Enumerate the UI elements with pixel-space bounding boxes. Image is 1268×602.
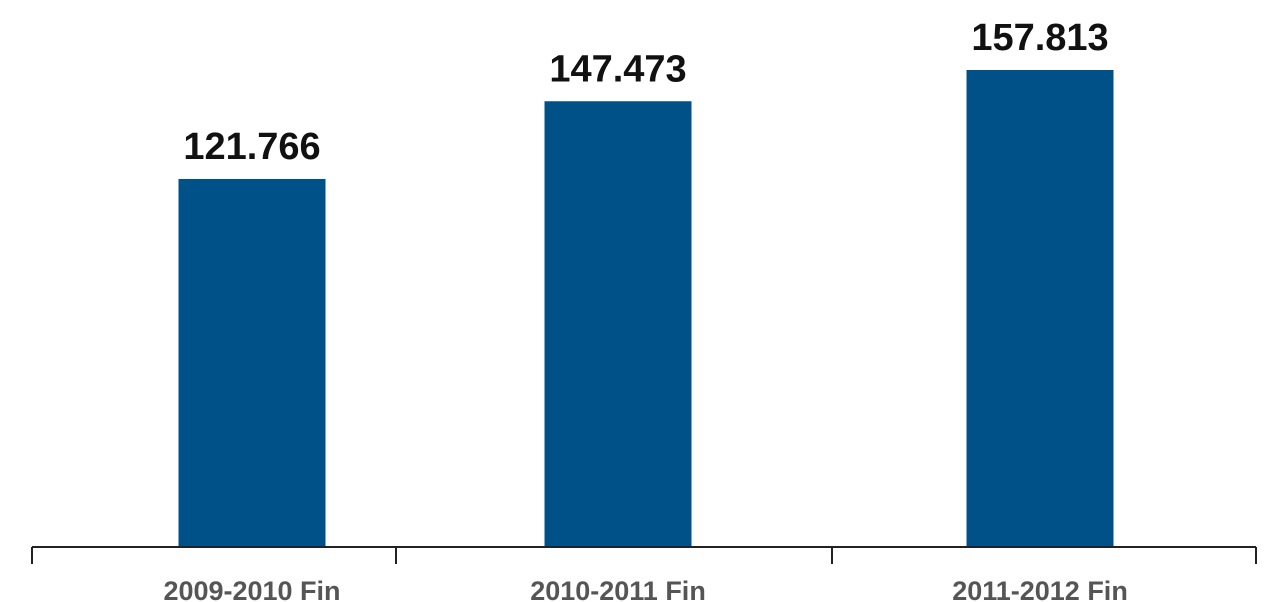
x-tick-label-2: 2010-2011 Fin: [530, 576, 706, 602]
x-tick-label-1: 2009-2010 Fin: [163, 576, 340, 602]
bar-3: [966, 70, 1114, 547]
bars-layer: [178, 70, 1114, 547]
bar-value-label-3: 157.813: [971, 17, 1108, 59]
bar-2: [544, 101, 692, 547]
value-labels-layer: 121.766 147.473 157.813: [183, 17, 1108, 168]
x-tick-label-3: 2011-2012 Fin: [952, 576, 1128, 602]
bar-value-label-1: 121.766: [183, 126, 320, 168]
bar-value-label-2: 147.473: [549, 48, 686, 90]
x-axis: 2009-2010 Fin 2010-2011 Fin 2011-2012 Fin: [31, 546, 1257, 602]
bar-1: [178, 178, 326, 547]
